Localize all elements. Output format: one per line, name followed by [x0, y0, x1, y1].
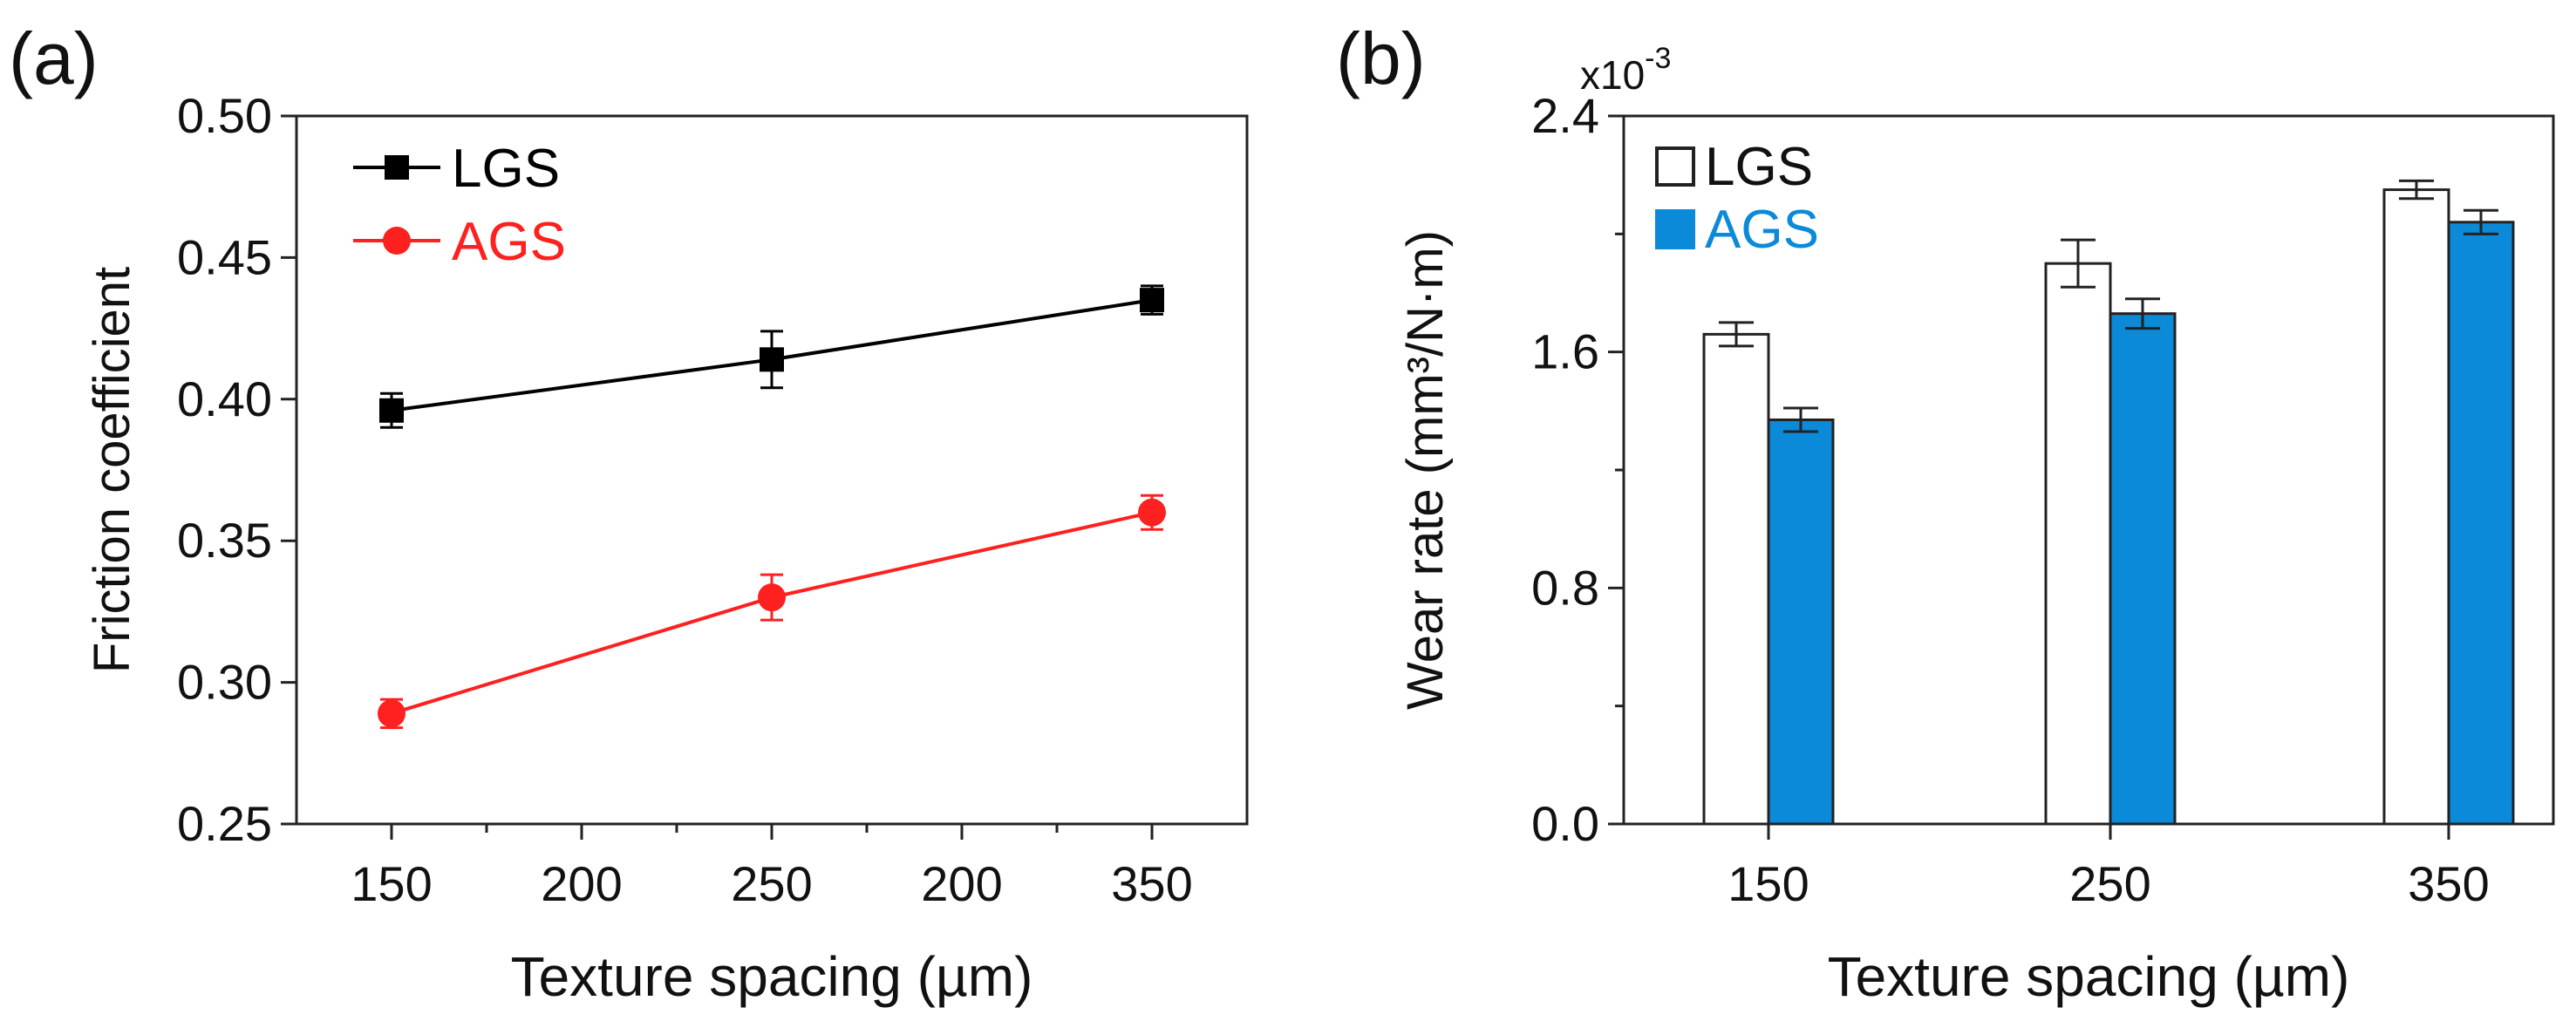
panel-b-y-tick-label: 0.0: [1531, 796, 1599, 851]
panel-b-legend-ags-swatch: [1655, 209, 1695, 249]
panel-a-y-axis-label: Friction coefficient: [84, 267, 140, 673]
panel-b-multiplier: x10-3: [1580, 42, 1671, 98]
panel-a-y-tick-label: 0.45: [177, 229, 272, 284]
panel-a-x-tick-label: 200: [541, 856, 622, 911]
panel-a-x-tick-label: 150: [351, 856, 432, 911]
panel-a-plot-frame: [295, 114, 1249, 826]
panel-b-lgs-bar: [2382, 188, 2450, 826]
panel-a-legend-ags-marker: [383, 227, 411, 255]
panel-a-x-tick-label: 200: [921, 856, 1002, 911]
panel-a-x-tick-label: 350: [1111, 856, 1192, 911]
panel-a-y-tick-label: 0.35: [177, 513, 272, 568]
panel-a-legend-lgs-marker: [385, 155, 409, 180]
panel-a-x-axis-label: Texture spacing (µm): [511, 945, 1033, 1008]
panel-a-lgs-point: [1140, 288, 1164, 313]
panel-b-y-tick-label: 0.8: [1531, 560, 1599, 615]
panel-b-x-axis-label: Texture spacing (µm): [1828, 945, 2350, 1008]
panel-b-ags-bar: [1767, 418, 1835, 826]
panel-a-x-tick-label: 250: [731, 856, 812, 911]
panel-b-legend-lgs-swatch: [1655, 146, 1695, 187]
panel-b-x-tick-label: 250: [2069, 856, 2150, 911]
panel-a-y-tick-label: 0.30: [177, 655, 272, 710]
panel-b-lgs-bar: [2044, 262, 2112, 826]
panel-b-y-axis-label: Wear rate (mm³/N·m): [1397, 230, 1454, 710]
panel-b-label: (b): [1336, 17, 1426, 99]
panel-b-x-tick-label: 150: [1728, 856, 1809, 911]
panel-b-x-tick-label: 350: [2408, 856, 2489, 911]
panel-a-lgs-point: [379, 398, 404, 423]
panel-a-lgs-point: [760, 347, 784, 372]
panel-a-ags-point: [1138, 498, 1166, 527]
panel-b: (b) x10-3 0.00.81.62.4 150 250 350 LGSAGS …: [1336, 17, 2555, 1008]
panel-b-legend-ags-label: AGS: [1705, 200, 1819, 260]
panel-a-y-tick-label: 0.25: [177, 796, 272, 851]
panel-b-y-tick-label: 1.6: [1531, 324, 1599, 379]
panel-b-lgs-bar: [1702, 332, 1770, 826]
panel-b-ags-bar: [2447, 221, 2515, 826]
panel-a-ags-point: [378, 699, 405, 728]
panel-b-ags-bar: [2109, 312, 2177, 826]
panel-a: (a) 0.25 0.30 0.35 0.40 0.45 0.50 150 200 250 20…: [9, 17, 1249, 1008]
panel-a-y-tick-label: 0.40: [177, 371, 272, 426]
panel-a-label: (a): [9, 17, 99, 99]
panel-a-y-tick-label: 0.50: [177, 88, 272, 143]
panel-a-legend-lgs-label: LGS: [452, 139, 560, 199]
panel-a-legend-ags-label: AGS: [452, 212, 566, 272]
panel-a-ags-point: [758, 583, 786, 612]
panel-b-y-tick-label: 2.4: [1531, 88, 1599, 143]
panel-b-legend-lgs-label: LGS: [1705, 137, 1813, 197]
